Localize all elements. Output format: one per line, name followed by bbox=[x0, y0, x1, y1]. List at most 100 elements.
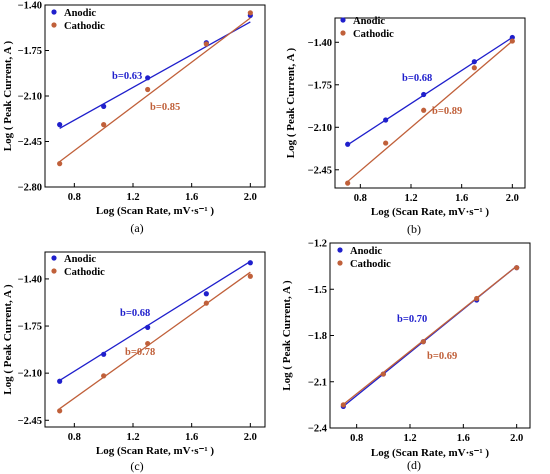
legend-marker-anodic bbox=[340, 17, 346, 23]
legend-label-anodic: Anodic bbox=[350, 246, 382, 257]
y-tick-label: −2.4 bbox=[308, 424, 328, 435]
x-axis-label: Log (Scan Rate, mV·s⁻¹ ) bbox=[371, 447, 490, 459]
x-tick-label: 1.2 bbox=[126, 192, 139, 203]
y-tick-label: −2.10 bbox=[18, 369, 42, 380]
y-tick-label: −2.80 bbox=[18, 183, 42, 194]
slope-label-cathodic: b=0.78 bbox=[125, 347, 155, 358]
x-axis-label: Log (Scan Rate, mV·s⁻¹ ) bbox=[96, 445, 215, 457]
data-point-cathodic bbox=[380, 371, 386, 377]
legend-marker-cathodic bbox=[337, 260, 343, 266]
x-tick-label: 0.8 bbox=[354, 193, 367, 204]
data-point-cathodic bbox=[509, 38, 515, 44]
slope-label-anodic: b=0.70 bbox=[397, 314, 427, 325]
y-tick-label: −1.75 bbox=[308, 80, 332, 91]
chart-panel-a: 0.8 1.2 1.6 2.0 −2.80 −2.45 −2.10 −1.75 −1.40 Log… bbox=[2, 1, 266, 235]
legend-label-anodic: Anodic bbox=[64, 254, 96, 265]
y-tick-label: −1.40 bbox=[18, 274, 42, 285]
y-tick-label: −1.40 bbox=[308, 38, 332, 49]
data-point-cathodic bbox=[203, 41, 209, 47]
data-point-cathodic bbox=[247, 273, 253, 279]
x-tick-label: 1.6 bbox=[185, 192, 198, 203]
y-tick-label: −1.75 bbox=[18, 46, 42, 57]
x-tick-label: 2.0 bbox=[244, 432, 257, 443]
data-point-cathodic bbox=[57, 408, 63, 414]
y-axis-label: Log ( Peak Current, A ) bbox=[281, 280, 293, 391]
legend-label-cathodic: Cathodic bbox=[353, 29, 394, 40]
legend-label-cathodic: Cathodic bbox=[350, 259, 391, 270]
data-point-anodic bbox=[247, 260, 253, 266]
data-point-anodic bbox=[509, 34, 515, 41]
data-point-cathodic bbox=[340, 402, 346, 408]
data-point-cathodic bbox=[101, 122, 107, 128]
data-point-cathodic bbox=[57, 161, 63, 167]
y-tick-label: −2.1 bbox=[308, 377, 327, 388]
slope-label-anodic: b=0.68 bbox=[120, 308, 150, 319]
data-point-cathodic bbox=[383, 140, 389, 146]
data-point-cathodic bbox=[421, 107, 427, 113]
y-tick-label: −2.10 bbox=[308, 123, 332, 134]
chart-panel-d: 0.8 1.2 1.6 2.0 −2.4 −2.1 −1.8 −1.5 −1.2 Log (Sca… bbox=[281, 239, 531, 472]
x-axis-label: Log (Scan Rate, mV·s⁻¹ ) bbox=[371, 206, 490, 218]
legend-marker-cathodic bbox=[51, 22, 57, 28]
fit-line-cathodic bbox=[59, 271, 251, 410]
data-point-cathodic bbox=[145, 340, 151, 347]
data-point-anodic bbox=[421, 91, 427, 98]
fit-line-cathodic bbox=[347, 40, 513, 183]
data-point-cathodic bbox=[420, 339, 426, 345]
legend-label-anodic: Anodic bbox=[353, 16, 385, 27]
data-point-cathodic bbox=[474, 295, 480, 302]
panel-caption: (b) bbox=[407, 222, 421, 236]
y-axis-label: Log ( Peak Current, A ) bbox=[285, 47, 297, 158]
fit-line-cathodic bbox=[342, 265, 518, 405]
x-tick-label: 0.8 bbox=[350, 433, 363, 444]
slope-label-cathodic: b=0.85 bbox=[150, 102, 180, 113]
legend-label-cathodic: Cathodic bbox=[64, 267, 105, 278]
legend-marker-anodic bbox=[51, 255, 57, 261]
slope-label-anodic: b=0.63 bbox=[112, 71, 142, 82]
slope-label-cathodic: b=0.69 bbox=[427, 351, 457, 362]
data-point-cathodic bbox=[345, 180, 351, 186]
chart-panel-c: 0.8 1.2 1.6 2.0 −2.45 −2.10 −1.75 −1.40 Log (Sca… bbox=[2, 251, 266, 473]
y-axis-label: Log ( Peak Current, A ) bbox=[2, 40, 14, 151]
y-tick-label: −1.2 bbox=[308, 239, 327, 250]
data-point-anodic bbox=[145, 75, 151, 81]
legend-marker-anodic bbox=[337, 247, 343, 253]
panel-caption: (c) bbox=[130, 459, 143, 473]
data-point-anodic bbox=[471, 59, 477, 65]
y-tick-label: −2.45 bbox=[308, 165, 332, 176]
plot-frame bbox=[334, 17, 526, 189]
data-point-cathodic bbox=[471, 65, 477, 71]
legend-label-anodic: Anodic bbox=[64, 8, 96, 19]
x-tick-label: 0.8 bbox=[68, 192, 81, 203]
y-tick-label: −1.8 bbox=[308, 331, 327, 342]
y-axis-label: Log ( Peak Current, A ) bbox=[2, 284, 14, 395]
chart-panel-b: 0.8 1.2 1.6 2.0 −2.45 −2.10 −1.75 −1.40 Log (Sca… bbox=[285, 16, 526, 236]
fit-line-anodic bbox=[347, 36, 513, 146]
x-tick-label: 1.6 bbox=[455, 193, 468, 204]
x-tick-label: 1.2 bbox=[404, 193, 417, 204]
panel-caption: (d) bbox=[407, 458, 421, 472]
legend-marker-cathodic bbox=[340, 30, 346, 36]
slope-label-anodic: b=0.68 bbox=[402, 73, 432, 84]
panel-caption: (a) bbox=[130, 221, 143, 235]
x-tick-label: 1.6 bbox=[457, 433, 470, 444]
y-tick-label: −2.45 bbox=[18, 416, 42, 427]
data-point-cathodic bbox=[247, 10, 253, 16]
x-tick-label: 1.6 bbox=[185, 432, 198, 443]
x-tick-label: 1.2 bbox=[126, 432, 139, 443]
legend-label-cathodic: Cathodic bbox=[64, 21, 105, 32]
data-point-cathodic bbox=[145, 86, 151, 93]
plot-frame bbox=[44, 251, 266, 428]
y-tick-label: −1.40 bbox=[18, 1, 42, 12]
fit-line-cathodic bbox=[59, 17, 251, 163]
x-tick-label: 0.8 bbox=[68, 432, 81, 443]
data-point-cathodic bbox=[101, 373, 107, 379]
data-point-anodic bbox=[145, 324, 151, 330]
data-point-anodic bbox=[57, 378, 63, 384]
y-tick-label: −2.10 bbox=[18, 92, 42, 103]
legend-marker-anodic bbox=[51, 9, 57, 15]
fit-line-anodic bbox=[59, 260, 251, 381]
y-tick-label: −1.75 bbox=[18, 322, 42, 333]
x-tick-label: 2.0 bbox=[506, 193, 519, 204]
